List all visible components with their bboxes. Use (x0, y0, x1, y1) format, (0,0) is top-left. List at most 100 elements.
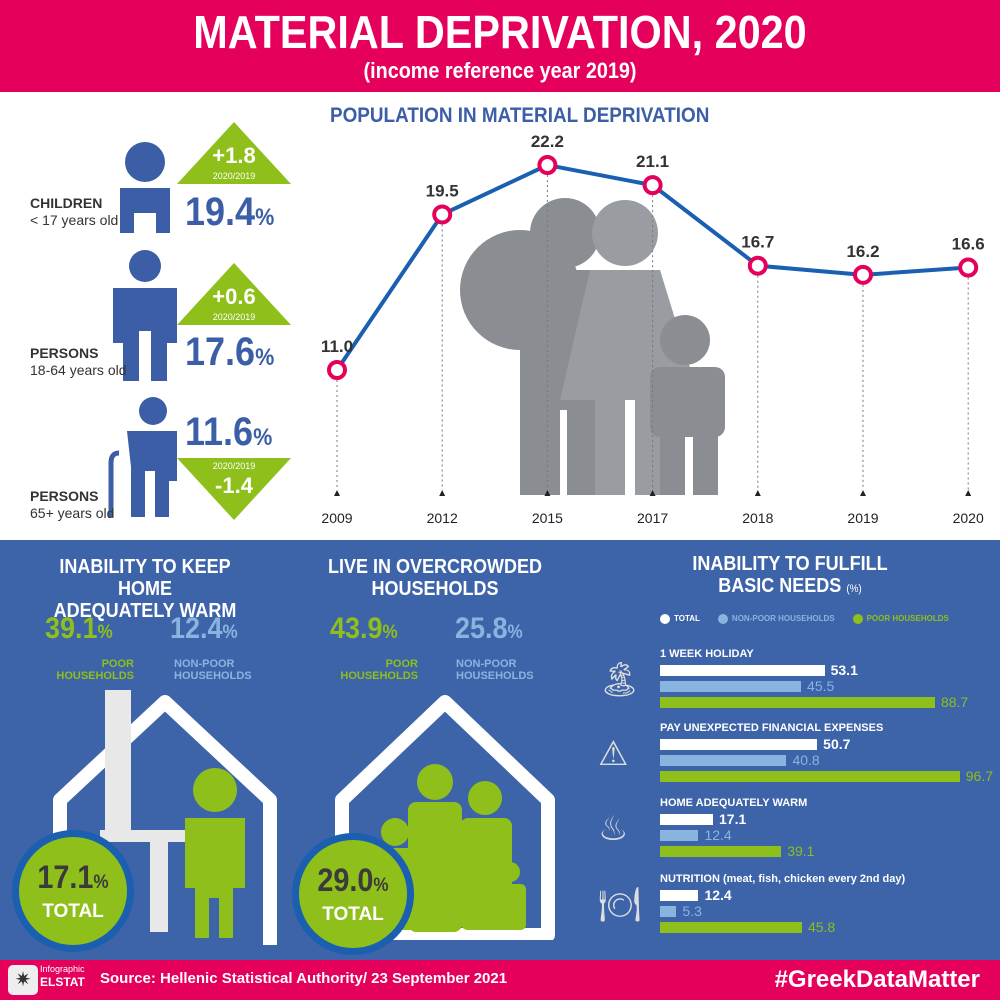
bar (660, 846, 782, 857)
bar-category-label: NUTRITION (meat, fish, chicken every 2nd… (660, 873, 906, 885)
elstat-logo-text: Infographic ELSTAT (40, 964, 85, 989)
tick-marker (754, 490, 761, 496)
group-elderly-label: PERSONS 65+ years old (30, 488, 115, 521)
tick-marker (860, 490, 866, 496)
x-tick-label: 2009 (321, 510, 352, 526)
change-value: +1.8 (212, 143, 256, 168)
bar-category-label: HOME ADEQUATELY WARM (660, 797, 808, 809)
bar-value-label: 39.1 (787, 843, 815, 859)
dining-icon: 🍽 (598, 886, 642, 924)
x-tick-label: 2019 (847, 510, 878, 526)
data-point (537, 155, 558, 176)
bar (660, 890, 699, 901)
radiator-icon: ♨ (598, 810, 629, 848)
data-label: 16.7 (741, 233, 774, 252)
data-label: 22.2 (531, 132, 564, 151)
warm-poor-label: POOR HOUSEHOLDS (56, 658, 134, 682)
warm-nonpoor-label: NON-POOR HOUSEHOLDS (174, 658, 252, 682)
bar-category-label: PAY UNEXPECTED FINANCIAL EXPENSES (660, 722, 884, 734)
change-period: 2020/2019 (212, 171, 256, 181)
x-tick-label: 2018 (742, 510, 773, 526)
header: MATERIAL DEPRIVATION, 2020 (income refer… (0, 0, 1000, 92)
crowd-total-circle: 29.0% TOTAL (292, 833, 414, 955)
x-tick-label: 2020 (953, 510, 984, 526)
data-point (958, 257, 979, 278)
warm-poor-value: 39.1% (45, 612, 113, 645)
data-label: 16.6 (952, 235, 985, 254)
data-point (642, 175, 663, 196)
data-label: 21.1 (636, 152, 669, 171)
warm-title: INABILITY TO KEEP HOME ADEQUATELY WARM (53, 556, 237, 622)
bar-value-label: 50.7 (823, 736, 851, 752)
island-icon: 🏝 (598, 661, 642, 699)
basic-needs-title: INABILITY TO FULFILL BASIC NEEDS (%) (692, 553, 888, 597)
bar (660, 814, 713, 825)
bar-legend: TOTAL NON-POOR HOUSEHOLDS POOR HOUSEHOLD… (660, 613, 949, 624)
bar-value-label: 17.1 (719, 811, 747, 827)
bar-value-label: 45.5 (807, 678, 835, 694)
crowd-poor-label: POOR HOUSEHOLDS (340, 658, 418, 682)
crowd-title: LIVE IN OVERCROWDED HOUSEHOLDS (327, 556, 543, 600)
group-children-label: CHILDREN < 17 years old (30, 195, 119, 228)
data-label: 19.5 (426, 181, 459, 200)
bar (660, 739, 818, 750)
bar (660, 922, 802, 933)
page-title: MATERIAL DEPRIVATION, 2020 (193, 6, 807, 58)
bar-value-label: 88.7 (940, 694, 969, 710)
adult-icon (113, 250, 177, 381)
warm-nonpoor-value: 12.4% (170, 612, 238, 645)
data-point (747, 255, 768, 276)
source-text: Source: Hellenic Statistical Authority/ … (100, 970, 508, 987)
change-period: 2020/2019 (212, 461, 256, 471)
bar-category-label: 1 WEEK HOLIDAY (660, 648, 754, 660)
x-tick-label: 2017 (637, 510, 668, 526)
tick-marker (544, 490, 551, 496)
change-period: 2020/2019 (212, 312, 256, 322)
bar (660, 755, 787, 766)
data-point (853, 264, 873, 285)
legend-total: TOTAL (660, 613, 700, 624)
elderly-icon (108, 397, 177, 517)
change-down-triangle (177, 458, 291, 520)
tick-marker (334, 490, 340, 496)
footer: ✷ Infographic ELSTAT Source: Hellenic Sta… (0, 960, 1000, 1000)
page-subtitle: (income reference year 2019) (363, 58, 637, 83)
hashtag: #GreekDataMatter (774, 966, 980, 993)
bar (660, 771, 960, 782)
bar (660, 906, 677, 917)
legend-nonpoor: NON-POOR HOUSEHOLDS (717, 613, 835, 624)
bar (660, 665, 825, 676)
tick-marker (439, 490, 446, 496)
change-up-triangle (177, 122, 291, 184)
child-icon (120, 142, 170, 233)
x-tick-label: 2012 (427, 510, 458, 526)
legend-poor: POOR HOUSEHOLDS (852, 613, 949, 624)
bar-value-label: 45.8 (807, 919, 836, 935)
bar-value-label: 40.8 (792, 752, 820, 768)
crowd-nonpoor-value: 25.8% (455, 612, 523, 645)
family-illustration (460, 198, 725, 495)
elderly-percent: 11.6% (185, 410, 273, 454)
warning-icon: ⚠ (598, 735, 629, 773)
data-label: 16.2 (846, 242, 879, 261)
tick-marker (965, 490, 972, 496)
x-tick-label: 2015 (532, 510, 563, 526)
children-percent: 19.4% (185, 190, 275, 234)
bar (660, 697, 935, 708)
change-value: -1.4 (215, 473, 253, 498)
data-point (432, 204, 453, 225)
population-line-chart: 2009 2012 2015 2017 2018 2019 2020 11.0 19.5 22.2… (321, 132, 985, 526)
change-value: +0.6 (212, 284, 256, 309)
bar-value-label: 12.4 (704, 827, 732, 843)
tick-marker (649, 490, 656, 496)
crowd-poor-value: 43.9% (330, 612, 398, 645)
elstat-logo-icon: ✷ (8, 965, 38, 995)
bar-value-label: 12.4 (704, 887, 732, 903)
population-title: POPULATION IN MATERIAL DEPRIVATION (330, 104, 710, 127)
bar-value-label: 5.3 (682, 903, 702, 919)
crowd-nonpoor-label: NON-POOR HOUSEHOLDS (456, 658, 534, 682)
bar (660, 681, 802, 692)
group-adults-label: PERSONS 18-64 years old (30, 345, 127, 378)
warm-total-circle: 17.1% TOTAL (12, 830, 134, 952)
data-label: 11.0 (321, 337, 353, 356)
